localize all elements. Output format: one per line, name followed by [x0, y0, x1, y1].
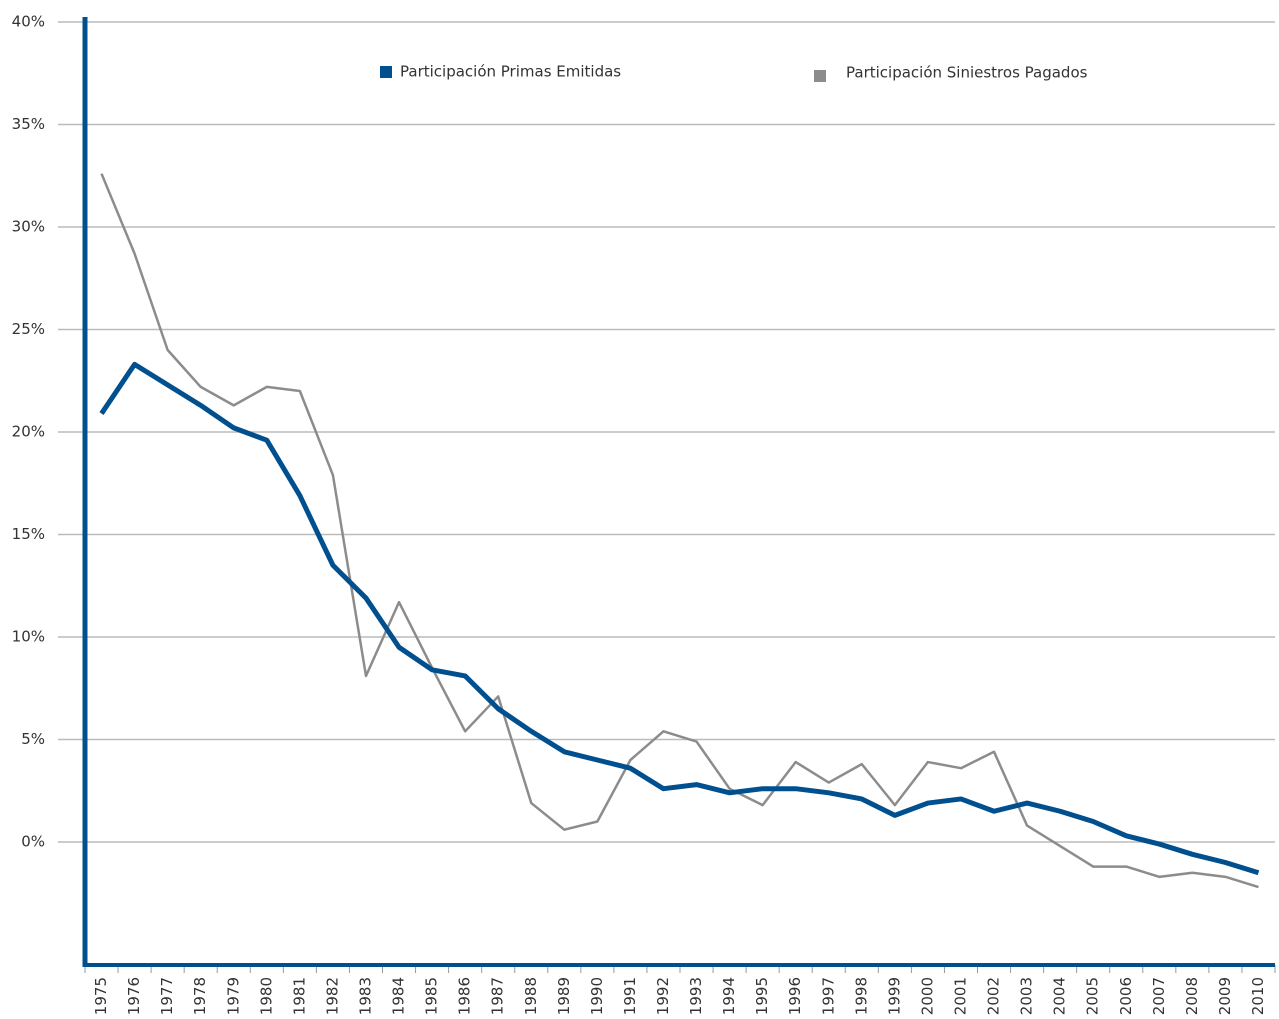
- y-tick-label: 15%: [12, 525, 45, 543]
- x-tick-label: 1977: [158, 977, 176, 1015]
- x-tick-label: 1990: [588, 977, 606, 1015]
- x-tick-label: 1994: [720, 977, 738, 1015]
- y-tick-label: 20%: [12, 423, 45, 441]
- x-tick-label: 2006: [1117, 977, 1135, 1015]
- x-tick-label: 1989: [555, 977, 573, 1015]
- y-tick-label: 35%: [12, 115, 45, 133]
- x-tick-label: 2010: [1249, 977, 1267, 1015]
- x-tick-label: 1991: [621, 977, 639, 1015]
- x-tick-label: 1998: [852, 977, 870, 1015]
- x-tick-label: 2009: [1216, 977, 1234, 1015]
- x-tick-label: 2008: [1183, 977, 1201, 1015]
- x-tick-label: 1984: [390, 977, 408, 1015]
- x-tick-label: 1978: [191, 977, 209, 1015]
- x-tick-label: 1983: [356, 977, 374, 1015]
- x-tick-label: 1999: [885, 977, 903, 1015]
- y-tick-label: 5%: [21, 730, 45, 748]
- legend-label: Participación Siniestros Pagados: [846, 64, 1088, 82]
- x-tick-label: 2003: [1018, 977, 1036, 1015]
- y-tick-label: 10%: [12, 628, 45, 646]
- x-tick-label: 2002: [985, 977, 1003, 1015]
- y-tick-label: 25%: [12, 320, 45, 338]
- x-tick-label: 2007: [1150, 977, 1168, 1015]
- y-tick-label: 30%: [12, 218, 45, 236]
- series-line: [100, 173, 1259, 889]
- y-tick-label: 40%: [12, 13, 45, 31]
- x-tick-label: 2004: [1051, 977, 1069, 1015]
- legend-swatch: [814, 70, 826, 82]
- x-tick-label: 1975: [92, 977, 110, 1015]
- x-tick-label: 1979: [224, 977, 242, 1015]
- x-tick-label: 1980: [257, 977, 275, 1015]
- x-tick-label: 2001: [951, 977, 969, 1015]
- x-tick-label: 2005: [1084, 977, 1102, 1015]
- x-tick-label: 1995: [753, 977, 771, 1015]
- x-tick-label: 1981: [290, 977, 308, 1015]
- x-tick-label: 2000: [918, 977, 936, 1015]
- x-tick-label: 1997: [819, 977, 837, 1015]
- series-line: [99, 361, 1260, 876]
- x-tick-label: 1996: [786, 977, 804, 1015]
- legend-swatch: [380, 66, 392, 78]
- x-tick-label: 1982: [323, 977, 341, 1015]
- legend-label: Participación Primas Emitidas: [400, 63, 621, 81]
- x-tick-label: 1987: [489, 977, 507, 1015]
- x-tick-label: 1985: [423, 977, 441, 1015]
- x-tick-label: 1992: [654, 977, 672, 1015]
- x-tick-label: 1993: [687, 977, 705, 1015]
- y-tick-label: 0%: [21, 833, 45, 851]
- x-tick-label: 1986: [456, 977, 474, 1015]
- x-tick-label: 1976: [125, 977, 143, 1015]
- x-tick-label: 1988: [522, 977, 540, 1015]
